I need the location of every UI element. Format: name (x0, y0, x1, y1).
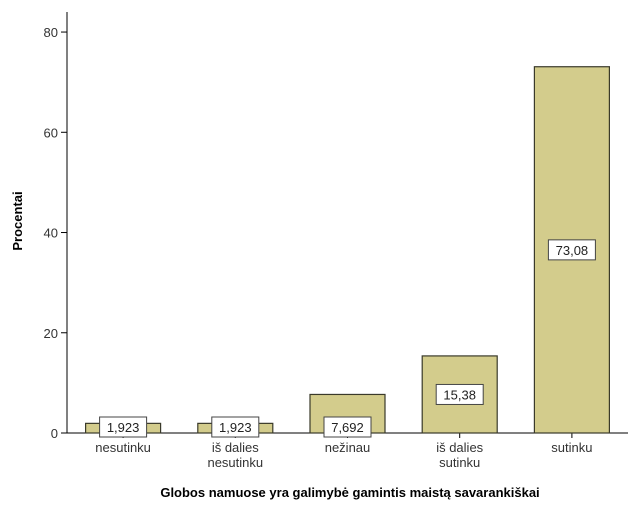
y-tick-label: 80 (44, 25, 58, 40)
data-label: 7,692 (331, 420, 364, 435)
bar (533, 66, 611, 434)
data-label-box (547, 239, 596, 261)
bars (84, 66, 611, 434)
data-label: 1,923 (107, 420, 140, 435)
data-label: 1,923 (219, 420, 252, 435)
y-axis-title: Procentai (10, 191, 25, 250)
y-tick-label: 0 (51, 426, 58, 441)
data-label-box (323, 416, 372, 438)
x-tick-label: sutinku (551, 440, 592, 455)
x-tick-label: nesutinku (95, 440, 151, 455)
data-labels: 1,923 1,923 7,692 15,38 73,08 (99, 239, 596, 438)
x-axis-title: Globos namuose yra galimybė gamintis mai… (160, 485, 539, 500)
data-label: 73,08 (556, 243, 589, 258)
y-tick-label: 40 (44, 226, 58, 241)
x-tick-label: iš dalies nesutinku (207, 440, 263, 470)
data-label-box (99, 416, 148, 438)
x-tick-label: nežinau (325, 440, 371, 455)
data-label-box (435, 383, 484, 405)
x-tick-label: iš dalies sutinku (436, 440, 483, 470)
data-label: 15,38 (443, 387, 476, 402)
y-tick-label: 20 (44, 326, 58, 341)
y-tick-label: 60 (44, 125, 58, 140)
data-label-box (211, 416, 260, 438)
axes: 0 20 40 60 80 nesutinku iš dalies nesutinku neži… (44, 12, 628, 470)
